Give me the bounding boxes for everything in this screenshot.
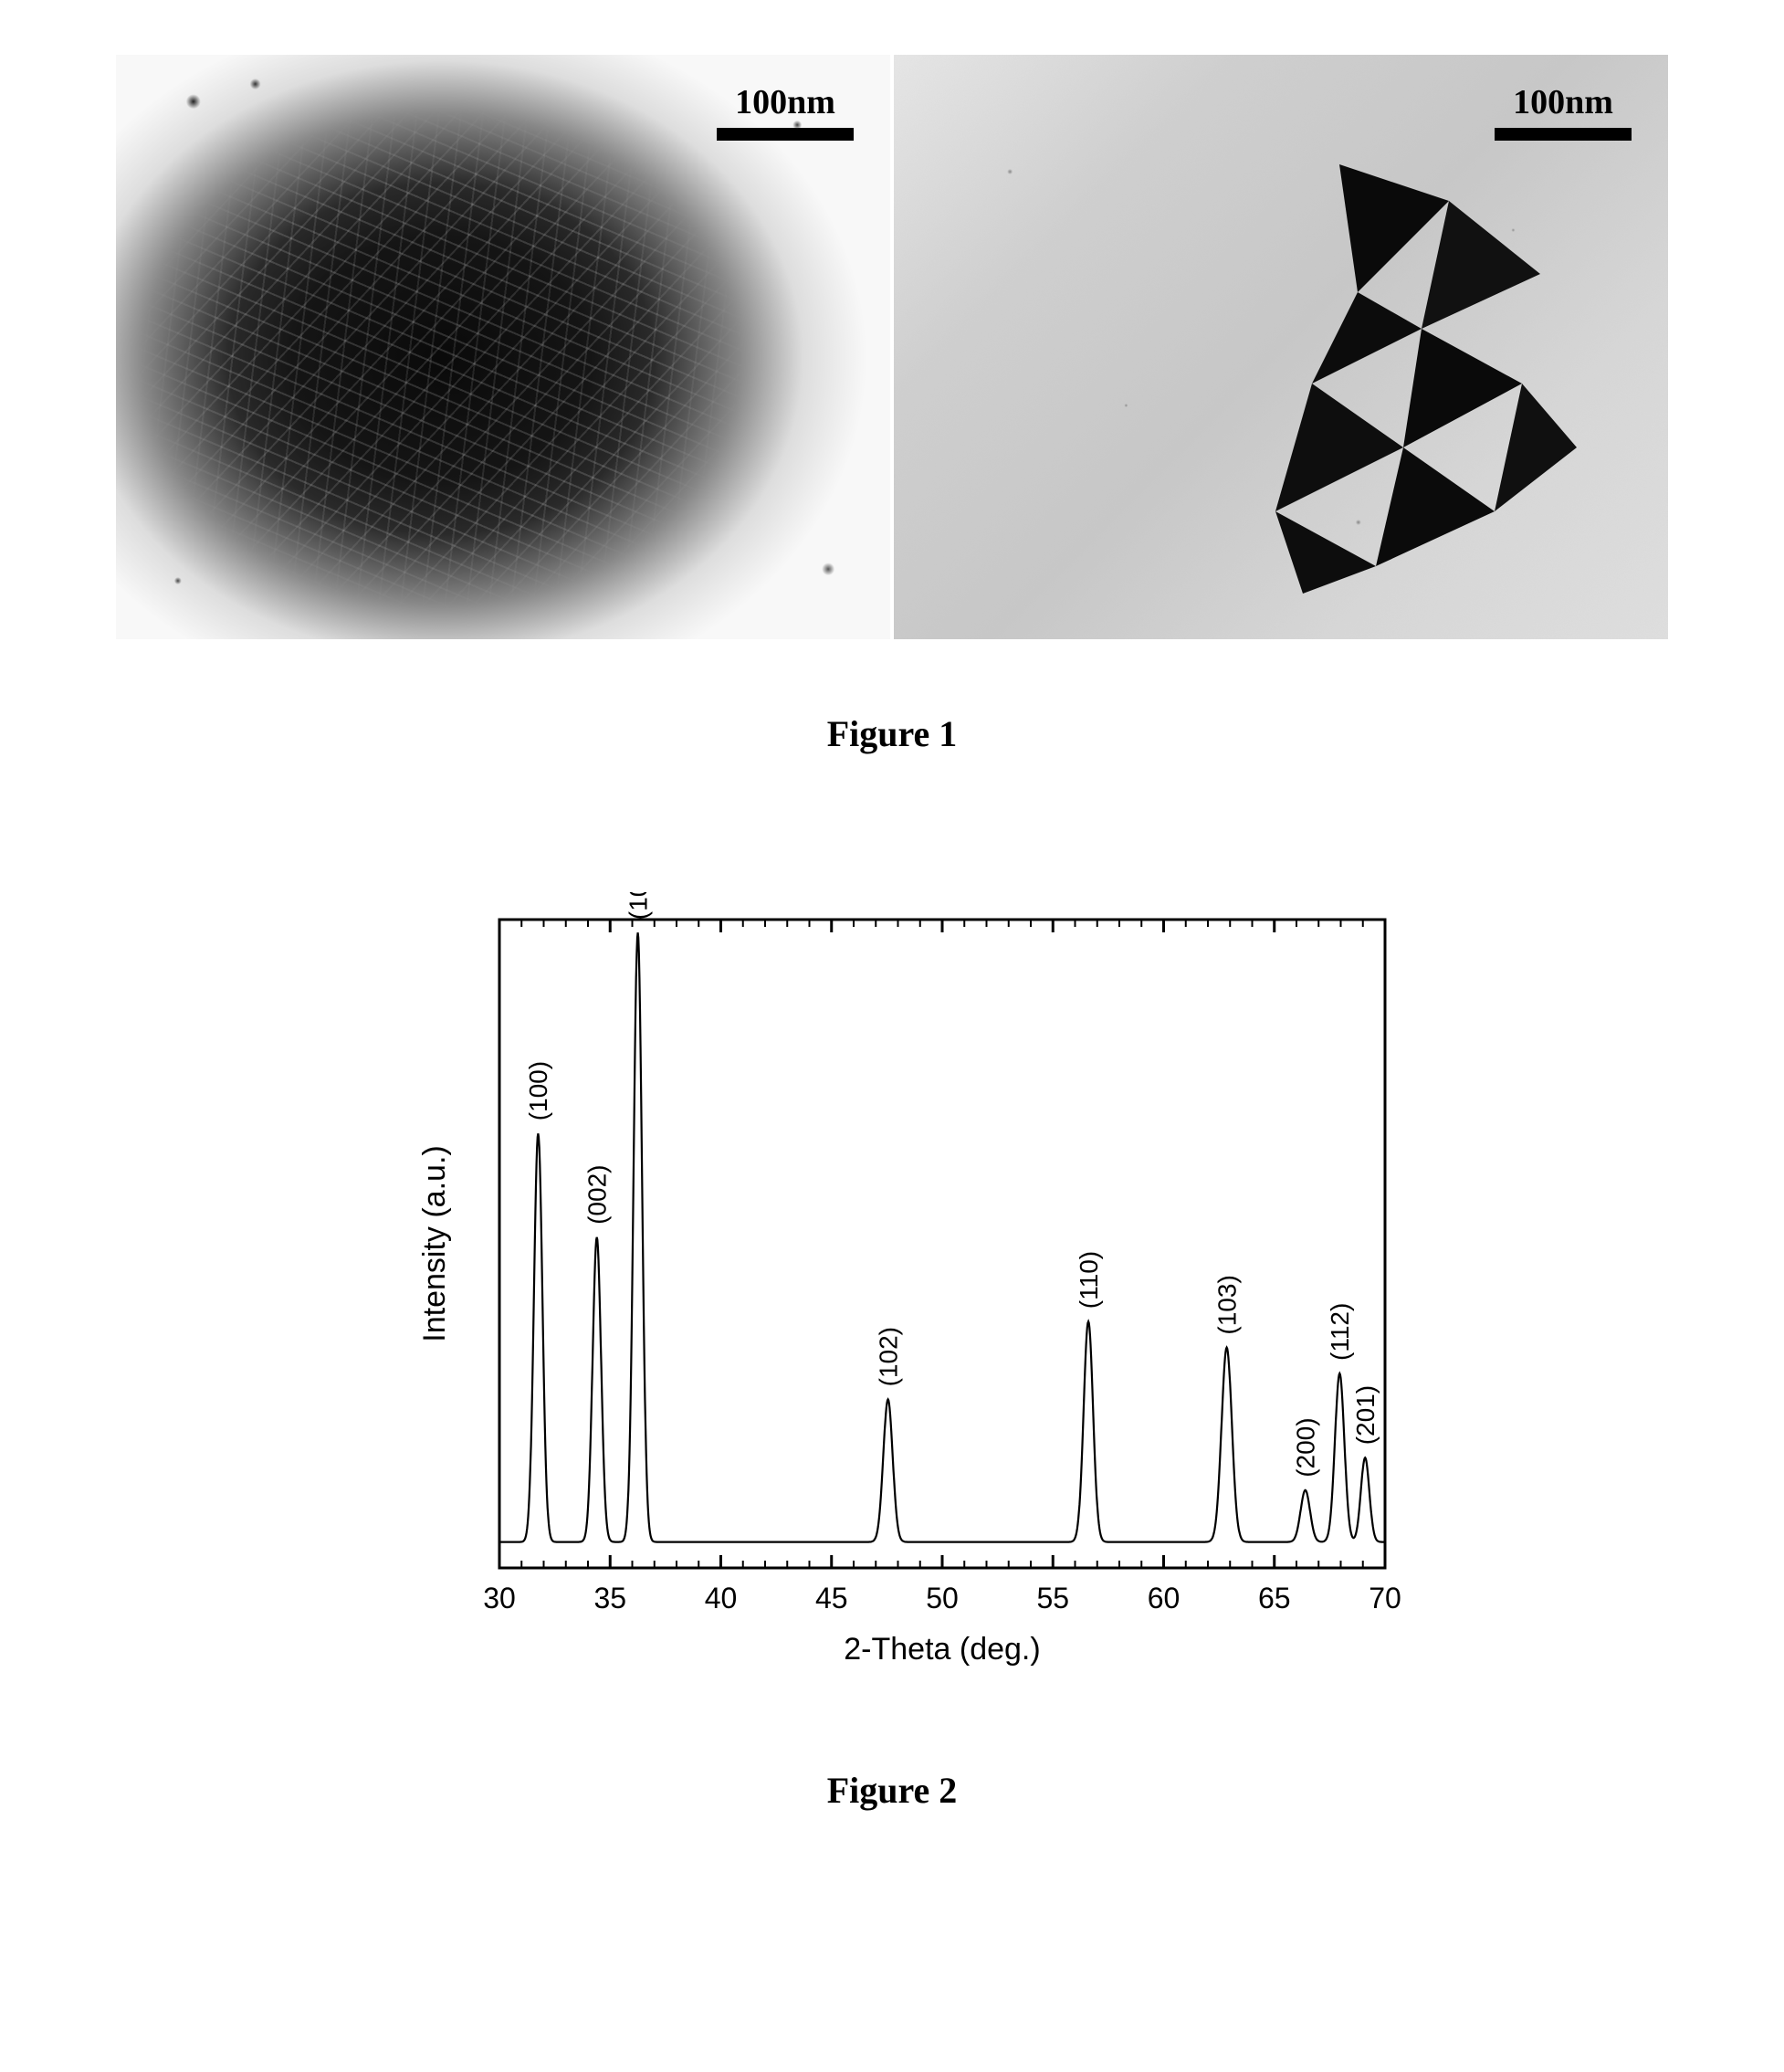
svg-text:35: 35 bbox=[593, 1582, 626, 1614]
svg-text:(110): (110) bbox=[1075, 1251, 1103, 1309]
xrd-spectrum-svg: 30 35 40 45 50 55 60 65 70 2-Theta (deg.) Intensit… bbox=[372, 892, 1412, 1696]
scale-line-right bbox=[1495, 128, 1632, 141]
svg-text:65: 65 bbox=[1258, 1582, 1291, 1614]
svg-text:60: 60 bbox=[1148, 1582, 1181, 1614]
svg-text:2-Theta (deg.): 2-Theta (deg.) bbox=[844, 1632, 1040, 1667]
scale-label-left: 100nm bbox=[735, 82, 835, 122]
svg-text:(100): (100) bbox=[524, 1061, 552, 1120]
svg-text:Intensity (a.u.): Intensity (a.u.) bbox=[417, 1145, 452, 1341]
figure2-caption: Figure 2 bbox=[110, 1769, 1674, 1812]
figure1-caption: Figure 1 bbox=[110, 712, 1674, 755]
scale-line-left bbox=[717, 128, 854, 141]
svg-text:(102): (102) bbox=[874, 1327, 902, 1386]
scale-label-right: 100nm bbox=[1513, 82, 1613, 122]
svg-text:55: 55 bbox=[1036, 1582, 1069, 1614]
scale-bar-right: 100nm bbox=[1495, 82, 1632, 141]
figure2-chart: 30 35 40 45 50 55 60 65 70 2-Theta (deg.) Intensit… bbox=[372, 892, 1412, 1696]
svg-text:70: 70 bbox=[1369, 1582, 1401, 1614]
svg-text:40: 40 bbox=[705, 1582, 738, 1614]
tem-image-left: 100nm bbox=[116, 55, 890, 639]
svg-text:(101): (101) bbox=[624, 892, 652, 920]
svg-text:(200): (200) bbox=[1292, 1417, 1320, 1477]
svg-text:(002): (002) bbox=[583, 1165, 612, 1225]
svg-text:45: 45 bbox=[815, 1582, 848, 1614]
scale-bar-left: 100nm bbox=[717, 82, 854, 141]
figure1-panel: 100nm 100nm bbox=[116, 55, 1668, 639]
nanoparticle-cluster bbox=[1212, 146, 1595, 603]
tem-image-right: 100nm bbox=[894, 55, 1668, 639]
svg-text:30: 30 bbox=[483, 1582, 516, 1614]
svg-text:(112): (112) bbox=[1326, 1303, 1354, 1361]
svg-text:(201): (201) bbox=[1351, 1385, 1380, 1445]
svg-text:(103): (103) bbox=[1212, 1275, 1241, 1334]
svg-text:50: 50 bbox=[926, 1582, 959, 1614]
